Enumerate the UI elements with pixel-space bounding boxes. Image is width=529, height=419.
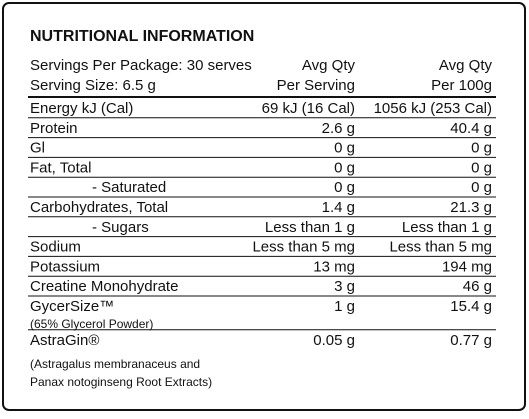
row-label: Fat, Total (30, 159, 91, 176)
row-label: Potassium (30, 258, 100, 275)
serving-size: Serving Size: 6.5 g (30, 77, 156, 94)
row-label: Protein (30, 120, 78, 137)
column-header: Per Serving (277, 77, 355, 94)
per-100g: Less than 1 g (402, 219, 492, 236)
per-serving: 1.4 g (322, 199, 355, 216)
row-note: Panax notoginseng Root Extracts) (30, 375, 212, 389)
per-100g: 1056 kJ (253 Cal) (374, 100, 492, 117)
per-100g: 0 g (471, 159, 492, 176)
per-100g: 40.4 g (450, 120, 492, 137)
title: NUTRITIONAL INFORMATION (30, 28, 254, 45)
row-label: - Saturated (92, 179, 166, 196)
per-100g: 15.4 g (450, 298, 492, 315)
per-100g: 46 g (463, 278, 492, 295)
row-label: GycerSize™ (30, 298, 114, 315)
row-label: Carbohydrates, Total (30, 199, 168, 216)
per-serving: 13 mg (313, 258, 355, 275)
per-serving: Less than 5 mg (252, 239, 355, 256)
per-100g: 194 mg (442, 258, 492, 275)
per-serving: 1 g (334, 298, 355, 315)
column-header: Per 100g (431, 77, 492, 94)
row-note: (65% Glycerol Powder) (30, 317, 153, 331)
row-label: Sodium (30, 239, 81, 256)
per-serving: Less than 1 g (265, 219, 355, 236)
panel-border (2, 2, 526, 411)
per-serving: 3 g (334, 278, 355, 295)
per-serving: 2.6 g (322, 120, 355, 137)
column-header: Avg Qty (439, 57, 493, 74)
row-label: AstraGin® (30, 332, 99, 349)
per-serving: 69 kJ (16 Cal) (262, 100, 355, 117)
per-serving: 0 g (334, 179, 355, 196)
per-serving: 0.05 g (313, 332, 355, 349)
per-100g: 21.3 g (450, 199, 492, 216)
servings: Servings Per Package: 30 serves (30, 57, 252, 74)
per-100g: 0 g (471, 140, 492, 157)
row-label: Gl (30, 140, 45, 157)
per-100g: Less than 5 mg (389, 239, 492, 256)
per-100g: 0 g (471, 179, 492, 196)
per-100g: 0.77 g (450, 332, 492, 349)
per-serving: 0 g (334, 140, 355, 157)
per-serving: 0 g (334, 159, 355, 176)
row-label: Creatine Monohydrate (30, 278, 178, 295)
row-label: Energy kJ (Cal) (30, 100, 133, 117)
row-note: (Astragalus membranaceus and (30, 357, 200, 371)
column-header: Avg Qty (302, 57, 356, 74)
row-label: - Sugars (92, 219, 149, 236)
